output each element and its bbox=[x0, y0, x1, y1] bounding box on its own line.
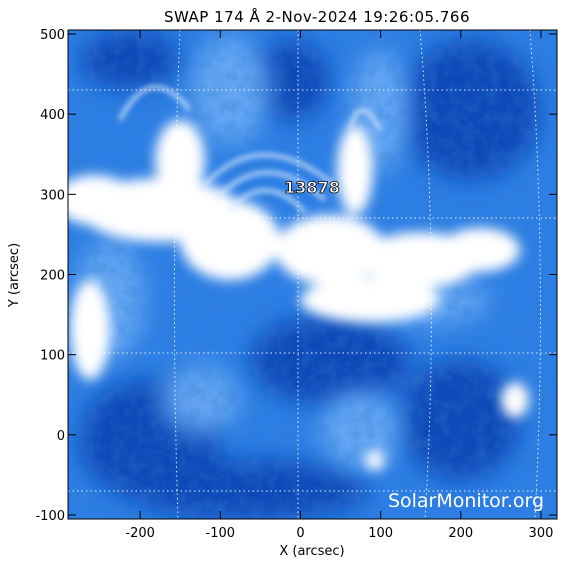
watermark-text: SolarMonitor.org bbox=[388, 490, 544, 512]
y-tick-label: 0 bbox=[57, 429, 65, 444]
x-axis: -200 -100 0 100 200 300 bbox=[125, 30, 553, 541]
x-tick-label: 100 bbox=[368, 526, 393, 541]
y-tick-label: 500 bbox=[40, 28, 65, 43]
x-tick-label: 0 bbox=[296, 526, 304, 541]
y-tick-label: 100 bbox=[40, 349, 65, 364]
x-tick-label: 200 bbox=[448, 526, 473, 541]
x-tick-label: -100 bbox=[206, 526, 236, 541]
y-axis-title: Y (arcsec) bbox=[7, 243, 22, 308]
solar-euv-image bbox=[68, 30, 557, 519]
image-title: SWAP 174 Å 2-Nov-2024 19:26:05.766 bbox=[164, 7, 470, 26]
x-tick-label: -200 bbox=[125, 526, 155, 541]
x-axis-title: X (arcsec) bbox=[279, 544, 344, 559]
y-tick-label: -100 bbox=[35, 509, 65, 524]
y-tick-label: 300 bbox=[40, 188, 65, 203]
y-axis: 500 400 300 200 100 0 -100 bbox=[35, 28, 557, 524]
y-tick-label: 200 bbox=[40, 269, 65, 284]
x-tick-label: 300 bbox=[529, 526, 554, 541]
active-region-label: 13878 bbox=[284, 178, 340, 197]
y-tick-label: 400 bbox=[40, 108, 65, 123]
coordinate-grid bbox=[68, 30, 557, 519]
